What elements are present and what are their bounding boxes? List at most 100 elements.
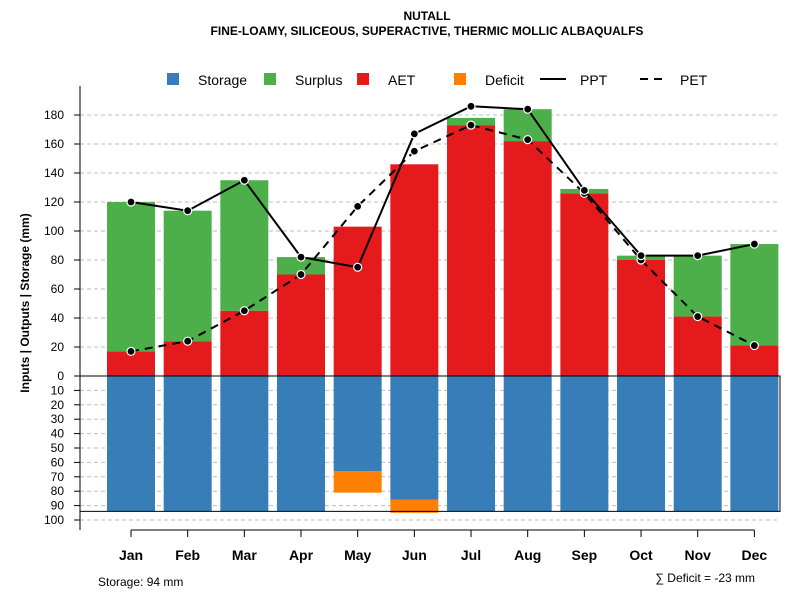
x-tick-label: Dec — [742, 547, 768, 563]
y-tick-label: 100 — [44, 224, 64, 238]
ppt-point — [523, 104, 533, 114]
legend: Storage Surplus AET Deficit PPT PET — [167, 72, 708, 88]
ppt-point — [466, 101, 476, 111]
storage-bar — [107, 376, 155, 512]
y-tick-label: 30 — [51, 412, 65, 426]
y-tick-label: 10 — [51, 383, 65, 397]
surplus-bar — [673, 255, 722, 317]
y-tick-label: 90 — [51, 499, 65, 513]
y-tick-label: 70 — [51, 470, 65, 484]
ppt-line — [130, 105, 755, 269]
y-tick-label: 0 — [57, 369, 64, 383]
x-tick-label: Sep — [572, 547, 598, 563]
legend-label-deficit: Deficit — [485, 72, 524, 88]
x-tick-label: Jan — [119, 547, 143, 563]
x-tick-label: Jul — [461, 547, 481, 563]
chart-title: NUTALL — [403, 9, 450, 23]
ppt-point — [693, 251, 703, 261]
storage-note: Storage: 94 mm — [98, 575, 183, 589]
pet-point — [693, 311, 703, 322]
surplus-bar — [220, 180, 269, 311]
aet-bar — [390, 164, 439, 376]
surplus-bar — [730, 244, 779, 346]
storage-bar — [617, 376, 666, 512]
deficit-bar — [333, 471, 382, 493]
y-tick-label: 20 — [51, 340, 65, 354]
legend-swatch-aet — [357, 73, 369, 85]
y-tick-label: 80 — [51, 484, 65, 498]
x-tick-label: Oct — [629, 547, 653, 563]
y-tick-label: 140 — [44, 166, 64, 180]
pet-point — [749, 340, 759, 351]
storage-bar — [333, 376, 382, 472]
storage-bar — [447, 376, 496, 512]
deficit-bar — [390, 499, 439, 513]
pet-point — [183, 336, 193, 346]
y-tick-label: 120 — [44, 195, 64, 209]
legend-label-storage: Storage — [198, 72, 247, 88]
storage-bar — [503, 376, 552, 512]
ppt-point — [579, 185, 589, 195]
pet-point — [239, 306, 249, 316]
aet-bar — [617, 260, 666, 376]
aet-bar — [730, 345, 779, 376]
aet-bar — [560, 193, 609, 376]
aet-bar — [220, 310, 269, 376]
aet-bar — [503, 141, 552, 376]
lines — [126, 101, 759, 356]
y-tick-label: 100 — [44, 513, 64, 527]
legend-swatch-storage — [167, 73, 179, 85]
aet-bar — [333, 226, 382, 376]
aet-bar — [163, 341, 212, 376]
y-tick-label: 60 — [51, 455, 65, 469]
storage-bar — [673, 376, 722, 512]
y-tick-label: 20 — [51, 398, 65, 412]
ppt-point — [749, 239, 759, 249]
ppt-point — [353, 262, 363, 272]
y-tick-label: 80 — [51, 253, 65, 267]
x-tick-label: Apr — [289, 547, 314, 563]
y-tick-label: 50 — [51, 441, 65, 455]
pet-point — [409, 146, 419, 156]
legend-label-ppt: PPT — [580, 72, 608, 88]
ppt-point — [296, 252, 306, 262]
pet-point — [466, 120, 476, 130]
y-tick-label: 160 — [44, 137, 64, 151]
deficit-note: ∑ Deficit = -23 mm — [655, 571, 755, 585]
y-tick-label: 60 — [51, 282, 65, 296]
y-tick-label: 180 — [44, 108, 64, 122]
aet-bar — [277, 274, 326, 376]
storage-bar — [220, 376, 269, 512]
legend-label-surplus: Surplus — [295, 72, 342, 88]
ppt-point — [239, 175, 249, 185]
y-tick-label: 40 — [51, 311, 65, 325]
legend-swatch-deficit — [454, 73, 466, 85]
x-tick-label: Feb — [175, 547, 200, 563]
ppt-point — [183, 206, 193, 216]
ppt-point — [126, 197, 136, 207]
surplus-bar — [107, 202, 155, 352]
storage-bar — [163, 376, 212, 512]
aet-bar — [447, 125, 496, 377]
surplus-bar — [277, 257, 326, 275]
y-tick-label: 40 — [51, 427, 65, 441]
pet-point — [126, 346, 136, 356]
storage-bar — [730, 376, 779, 512]
y-axis-label: Inputs | Outputs | Storage (mm) — [18, 213, 32, 392]
x-tick-label: Mar — [232, 547, 257, 563]
x-tick-label: May — [344, 547, 371, 563]
x-tick-label: Nov — [684, 547, 711, 563]
x-tick-label: Jun — [402, 547, 427, 563]
ppt-point — [636, 251, 646, 261]
storage-bar — [560, 376, 609, 512]
ppt-point — [409, 129, 419, 139]
axes: 0204060801001201401601801020304050607080… — [44, 86, 781, 563]
pet-point — [353, 201, 363, 211]
pet-point — [523, 135, 533, 145]
legend-swatch-surplus — [264, 73, 276, 85]
aet-bar — [673, 316, 722, 376]
storage-bar — [277, 376, 326, 512]
storage-bar — [390, 376, 439, 500]
legend-label-pet: PET — [680, 72, 708, 88]
